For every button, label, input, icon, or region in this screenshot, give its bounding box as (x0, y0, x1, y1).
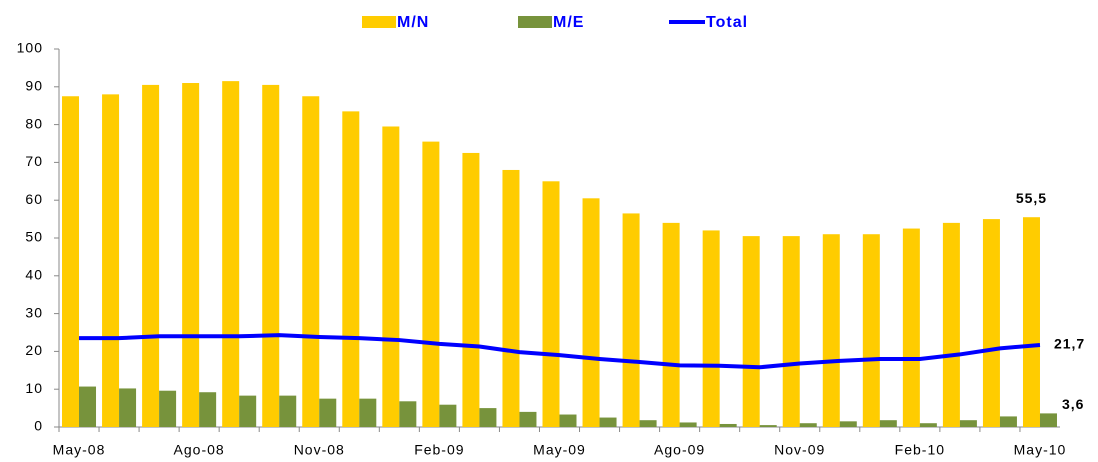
legend-label: M/N (397, 14, 429, 31)
bar (279, 395, 297, 427)
bar (79, 386, 97, 427)
bar (959, 420, 977, 427)
x-tick-label: Ago-08 (174, 442, 225, 458)
bar (1039, 413, 1057, 427)
legend-label: M/E (553, 14, 584, 31)
bar (919, 423, 937, 427)
bar (399, 401, 417, 427)
bar (142, 84, 160, 427)
data-label: 3,6 (1062, 396, 1084, 412)
bar (319, 398, 337, 427)
bar (999, 416, 1017, 427)
bar (599, 417, 617, 427)
bar (62, 96, 80, 427)
bar (262, 84, 280, 427)
bar (622, 213, 640, 427)
bar (782, 236, 800, 427)
bar (102, 94, 120, 428)
bar (759, 425, 777, 427)
bar (742, 236, 760, 427)
bar (719, 423, 737, 427)
y-tick-label: 20 (25, 342, 43, 358)
bar (302, 96, 320, 427)
bar (462, 152, 480, 427)
bar (1022, 217, 1040, 427)
bar (199, 392, 217, 427)
x-tick-label: Feb-09 (414, 442, 464, 458)
bar (559, 414, 577, 427)
bar (942, 222, 960, 427)
bar (839, 421, 857, 427)
bar (879, 420, 897, 427)
y-tick-label: 90 (25, 78, 43, 94)
bar (382, 126, 400, 428)
y-tick-label: 70 (25, 153, 43, 169)
legend-swatch (518, 16, 552, 28)
x-tick-label: May-10 (1014, 442, 1067, 458)
bar (222, 81, 240, 427)
y-tick-label: 100 (17, 40, 43, 56)
data-label: 55,5 (1016, 190, 1047, 206)
bar (582, 198, 600, 427)
legend-label: Total (706, 14, 748, 31)
y-tick-label: 80 (25, 115, 43, 131)
bar (702, 230, 720, 427)
bar (239, 395, 257, 427)
bar (822, 234, 840, 427)
bar (422, 141, 440, 428)
bar (479, 408, 497, 427)
bar (182, 83, 200, 428)
bar (519, 411, 537, 427)
y-tick-label: 60 (25, 191, 43, 207)
bar (639, 420, 657, 427)
y-tick-label: 0 (34, 418, 43, 434)
bar (799, 423, 817, 427)
bar (902, 228, 920, 427)
bar (982, 219, 1000, 427)
legend-swatch (362, 16, 396, 28)
x-tick-label: Nov-08 (294, 442, 345, 458)
bar (159, 390, 177, 427)
bar (542, 181, 560, 427)
bar (862, 234, 880, 427)
bar (119, 388, 137, 427)
x-tick-label: Ago-09 (654, 442, 705, 458)
y-tick-label: 50 (25, 229, 43, 245)
x-tick-label: May-08 (53, 442, 106, 458)
bar (342, 111, 360, 428)
x-tick-label: May-09 (533, 442, 586, 458)
bar (439, 404, 457, 427)
data-label: 21,7 (1054, 336, 1085, 352)
y-tick-label: 10 (25, 380, 43, 396)
bar (502, 169, 520, 427)
y-tick-label: 40 (25, 267, 43, 283)
bar (679, 422, 697, 427)
bar (359, 398, 377, 427)
x-tick-label: Nov-09 (774, 442, 825, 458)
x-tick-label: Feb-10 (895, 442, 945, 458)
line (79, 333, 1041, 370)
bar (662, 222, 680, 427)
y-tick-label: 30 (25, 304, 43, 320)
